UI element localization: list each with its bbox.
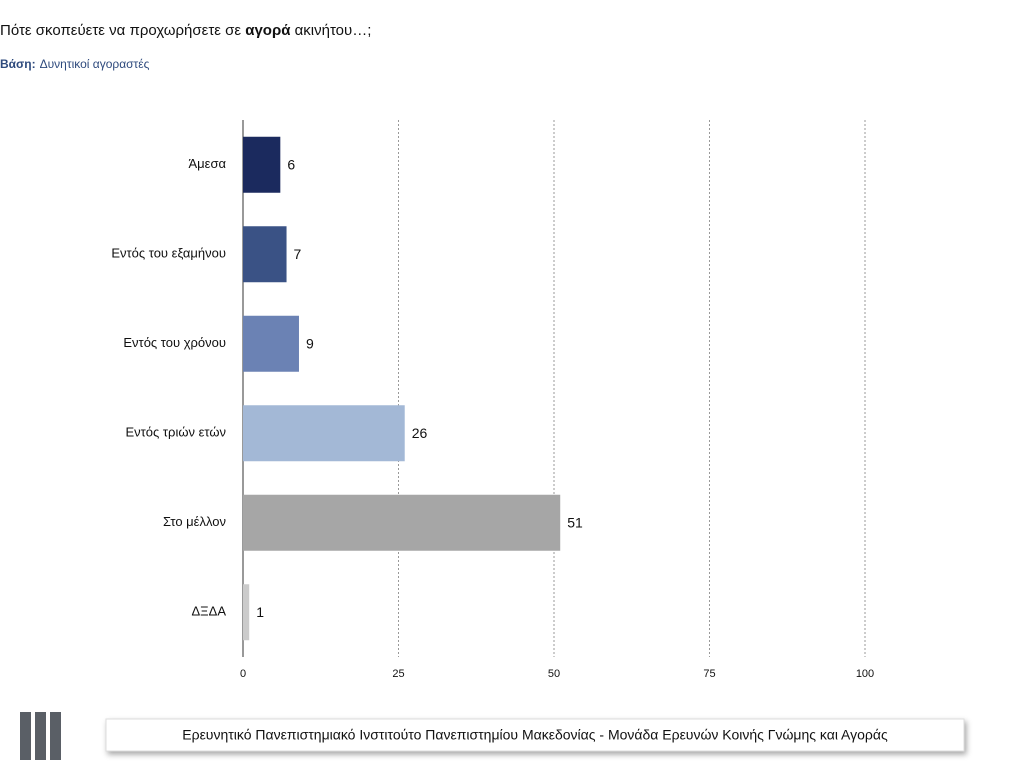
x-tick-label: 100 bbox=[856, 668, 874, 680]
subtitle: Βάση: Δυνητικοί αγοραστές bbox=[0, 57, 150, 71]
chart-title: Πότε σκοπεύετε να προχωρήσετε σε αγορά α… bbox=[0, 22, 371, 39]
category-label: Εντός του εξαμήνου bbox=[111, 246, 226, 261]
value-label: 1 bbox=[256, 604, 264, 620]
logo-bar bbox=[35, 712, 46, 760]
x-tick-label: 50 bbox=[548, 668, 560, 680]
title-part: Πότε σκοπεύετε να προχωρήσετε σε bbox=[0, 22, 245, 39]
plot: 0 25 50 75 100 Άμεσα 6 Εντός του εξαμήνου 7 Εντός… bbox=[111, 120, 874, 680]
subtitle-label: Βάση: bbox=[0, 57, 36, 71]
subtitle-text: Δυνητικοί αγοραστές bbox=[40, 57, 150, 71]
bar bbox=[243, 584, 250, 641]
category-label: Άμεσα bbox=[188, 156, 226, 171]
value-label: 6 bbox=[287, 156, 295, 172]
category-label: ΔΞΔΑ bbox=[192, 604, 227, 619]
logo-bar bbox=[50, 712, 61, 760]
value-label: 26 bbox=[412, 425, 428, 441]
category-label: Στο μέλλον bbox=[163, 514, 226, 529]
bar bbox=[243, 136, 281, 193]
logo-bar bbox=[20, 712, 31, 760]
footer-box bbox=[105, 718, 965, 752]
value-label: 9 bbox=[306, 335, 314, 351]
logo bbox=[20, 712, 61, 760]
value-label: 7 bbox=[294, 246, 302, 262]
bar bbox=[243, 405, 405, 462]
value-label: 51 bbox=[567, 514, 583, 530]
title-part: ακινήτου…; bbox=[290, 22, 371, 39]
footer-text: Ερευνητικό Πανεπιστημιακό Ινστιτούτο Παν… bbox=[182, 727, 888, 743]
x-tick-label: 25 bbox=[392, 668, 404, 680]
bar bbox=[243, 315, 299, 372]
category-label: Εντός του χρόνου bbox=[123, 335, 226, 350]
title-emphasis: αγορά bbox=[245, 22, 291, 39]
bar bbox=[243, 494, 561, 551]
x-tick-label: 75 bbox=[703, 668, 715, 680]
x-tick-label: 0 bbox=[240, 668, 246, 680]
category-label: Εντός τριών ετών bbox=[126, 425, 227, 440]
bar bbox=[243, 226, 287, 283]
